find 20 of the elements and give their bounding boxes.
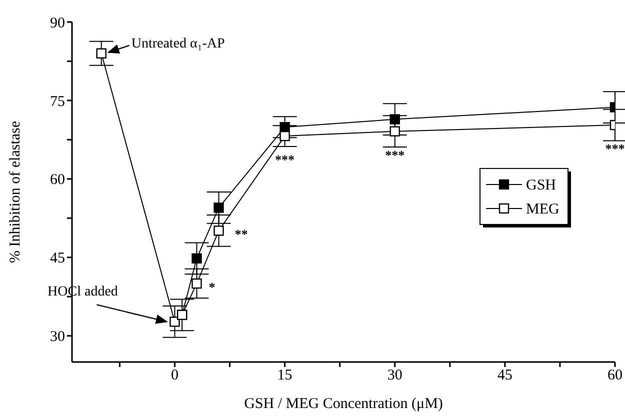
x-tick-label: 45 [497, 368, 512, 384]
annotation: *** [605, 141, 625, 156]
legend-label: GSH [526, 177, 556, 194]
legend-label: MEG [526, 201, 560, 218]
x-tick-label: 60 [608, 368, 622, 384]
annotation: *** [275, 152, 295, 168]
annotation: * [208, 280, 216, 295]
x-tick-label: 30 [387, 368, 402, 384]
y-tick-label: 75 [50, 94, 65, 110]
annotation: *** [385, 147, 405, 162]
annotation: ** [234, 226, 248, 242]
y-tick-label: 90 [50, 15, 65, 32]
x-tick-label: 0 [170, 368, 178, 384]
annotation: Untreated α₁-AP [131, 36, 226, 52]
y-axis-title: % Inhibition of elastase [7, 120, 24, 264]
x-axis-title: GSH / MEG Concentration (μM) [244, 396, 443, 412]
y-tick-label: 45 [50, 250, 65, 267]
y-tick-label: 60 [50, 172, 65, 188]
x-tick-label: 15 [277, 368, 292, 384]
y-tick-label: 30 [50, 329, 65, 346]
